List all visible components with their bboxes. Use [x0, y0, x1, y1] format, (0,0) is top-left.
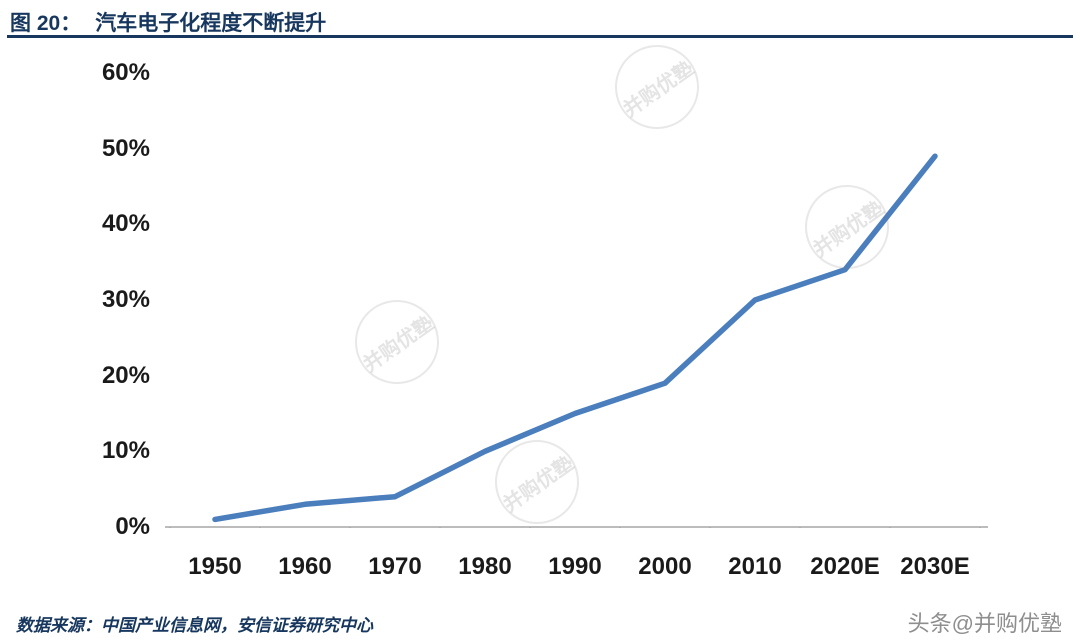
source-note: 数据来源：中国产业信息网，安信证券研究中心 — [16, 616, 373, 635]
figure-title: 汽车电子化程度不断提升 — [95, 12, 327, 35]
x-tick-label: 2020E — [810, 553, 880, 580]
y-tick-label: 20% — [101, 361, 150, 389]
y-tick-label: 10% — [101, 437, 150, 465]
data-series-line — [212, 153, 938, 523]
y-tick-label: 30% — [101, 286, 150, 313]
x-tick-label: 1990 — [548, 553, 602, 580]
y-tick-label: 40% — [101, 210, 150, 238]
x-tick-label: 1950 — [188, 553, 242, 580]
header-rule — [7, 35, 1073, 38]
y-tick-label: 0% — [115, 513, 150, 540]
x-tick-label: 2010 — [728, 553, 782, 580]
y-tick-label: 50% — [101, 134, 150, 162]
x-tick-label: 2000 — [638, 553, 692, 580]
x-tick-label: 1980 — [458, 553, 512, 580]
line-chart-plot — [165, 153, 988, 528]
watermark-bottom-right: 头条@并购优塾 — [907, 611, 1062, 636]
y-tick-label: 60% — [101, 59, 150, 86]
x-tick-label: 1960 — [278, 553, 332, 580]
figure-label: 图 20： — [10, 12, 82, 35]
x-tick-label: 2030E — [900, 553, 970, 580]
x-tick-label: 1970 — [368, 553, 422, 580]
figure-header: 图 20： 汽车电子化程度不断提升 — [10, 7, 326, 37]
